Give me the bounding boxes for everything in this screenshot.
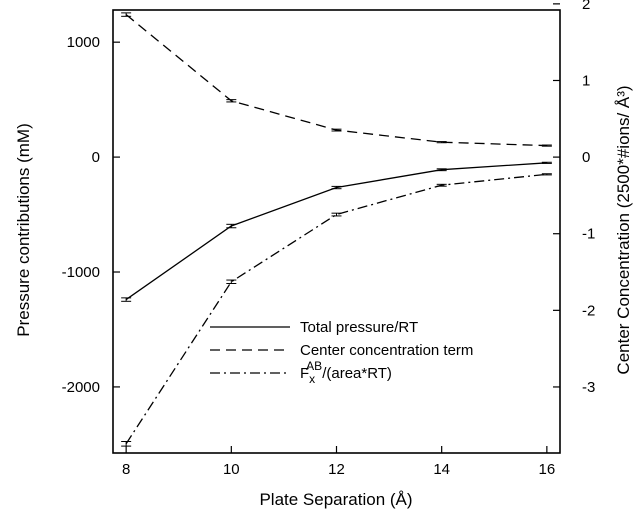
legend-label-sub: x [309,372,315,386]
x-axis-title: Plate Separation (Å) [259,490,412,509]
error-bar [541,161,552,164]
plot-frame [112,9,561,454]
y2-axis-title: Center Concentration (2500*#ions/ Å³) [614,85,633,374]
legend-label-1: Total pressure/RT [300,319,418,336]
error-bar [331,128,342,132]
y-tick-label: -1000 [62,264,100,281]
y2-tick-label: -2 [582,302,595,319]
legend-label-2: Center concentration term [300,342,473,359]
x-tick-label: 16 [539,461,556,478]
legend: Total pressure/RT Center concentration te… [210,319,473,386]
y-axis-title: Pressure contributions (mM) [14,123,33,337]
error-bar [331,212,342,217]
y-tick-label: -2000 [62,379,100,396]
x-tick-label: 12 [328,461,345,478]
legend-label-rest: /(area*RT) [322,365,392,382]
legend-label-sup: AB [306,359,322,373]
legend-label-main: F [300,365,309,382]
x-tick-label: 8 [122,461,130,478]
series-line-1 [125,162,547,301]
y2-tick-label: -3 [582,379,595,396]
y2-tick-label: 2 [582,0,590,13]
error-bar [121,12,132,17]
y-tick-label: 0 [92,149,100,166]
error-bar [541,144,552,147]
error-bar [226,279,237,284]
error-bar [436,183,447,187]
legend-label-3: FxAB/(area*RT) [300,359,392,386]
x-tick-label: 14 [433,461,450,478]
series-line-3 [125,173,547,445]
series-group [121,12,552,447]
y2-tick-label: 1 [582,72,590,89]
error-bar [331,185,342,190]
y-tick-label: 1000 [67,34,100,51]
error-bar [541,173,552,176]
error-bar [436,141,447,144]
error-bar [226,99,237,103]
x-tick-label: 10 [223,461,240,478]
error-bar [121,441,132,447]
y2-tick-label: -1 [582,226,595,243]
series-line-2 [125,14,547,147]
error-bar [121,297,132,302]
y2-tick-label: 0 [582,149,590,166]
error-bar [226,223,237,229]
error-bar [436,168,447,172]
